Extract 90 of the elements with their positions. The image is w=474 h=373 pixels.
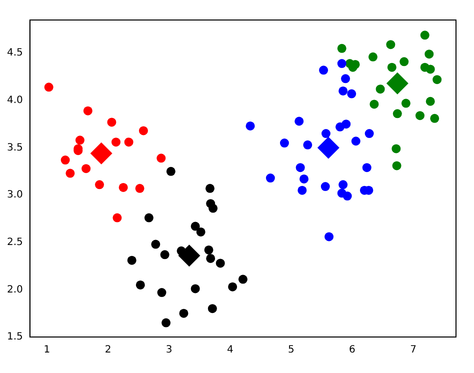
x-tick-label: 5	[288, 344, 294, 356]
point	[280, 138, 289, 148]
point	[337, 59, 346, 68]
point	[107, 118, 116, 127]
point	[238, 274, 248, 284]
point	[341, 74, 350, 84]
point	[415, 111, 424, 120]
point	[392, 144, 401, 154]
point	[400, 57, 409, 66]
point	[82, 164, 91, 174]
point	[166, 166, 176, 176]
point	[296, 163, 305, 172]
y-tick-label: 4.0	[6, 95, 23, 106]
point	[228, 282, 238, 292]
point	[424, 50, 434, 59]
point	[136, 280, 145, 290]
y-tick-label: 1.5	[6, 332, 23, 343]
point	[303, 140, 312, 150]
point	[94, 180, 104, 190]
point	[138, 126, 148, 136]
point	[246, 121, 255, 130]
point	[420, 30, 430, 40]
point	[376, 84, 385, 94]
point	[337, 44, 346, 53]
x-tick-label: 3	[166, 344, 172, 356]
point	[60, 156, 70, 165]
point	[157, 288, 166, 298]
point	[127, 256, 136, 265]
point	[206, 254, 216, 263]
point	[432, 75, 442, 84]
y-tick-label: 3.5	[6, 142, 23, 154]
point	[362, 163, 372, 172]
point	[321, 129, 330, 138]
point	[347, 89, 356, 98]
point	[144, 213, 154, 222]
x-tick-label: 6	[349, 344, 356, 356]
point	[324, 232, 334, 242]
point	[135, 184, 144, 193]
point	[83, 106, 92, 116]
point	[190, 284, 200, 294]
point	[266, 174, 275, 183]
point	[401, 98, 410, 108]
point	[342, 120, 351, 129]
point	[190, 222, 200, 231]
point	[204, 245, 214, 254]
x-tick-label: 4	[226, 344, 234, 356]
point	[156, 154, 166, 163]
point	[299, 174, 308, 184]
point	[112, 213, 122, 222]
point	[320, 182, 330, 192]
x-tick-label: 7	[410, 344, 416, 356]
y-tick-label: 3.0	[6, 190, 23, 201]
point	[387, 62, 396, 72]
point	[319, 66, 328, 75]
y-tick-label: 2.0	[6, 284, 23, 296]
point	[426, 64, 435, 74]
point	[342, 192, 352, 201]
point	[351, 136, 360, 146]
point	[370, 100, 379, 109]
point	[66, 168, 75, 178]
point	[176, 246, 186, 256]
point	[338, 86, 348, 96]
point	[392, 161, 402, 170]
point	[430, 114, 440, 123]
point	[44, 82, 54, 92]
point	[75, 136, 84, 145]
point	[338, 180, 348, 190]
point	[205, 184, 214, 193]
point	[111, 138, 120, 147]
point	[179, 308, 188, 318]
point	[196, 227, 206, 236]
point	[298, 186, 307, 195]
point	[426, 96, 435, 106]
y-tick-label: 2.5	[6, 236, 23, 248]
point	[216, 258, 225, 268]
point	[151, 240, 160, 249]
point	[392, 109, 402, 118]
point	[208, 204, 218, 213]
y-tick-label: 4.5	[6, 48, 23, 59]
point	[364, 129, 374, 138]
point	[368, 52, 378, 62]
point	[160, 250, 170, 260]
point	[118, 182, 128, 192]
point	[386, 40, 396, 50]
point	[162, 318, 171, 328]
x-tick-label: 1	[44, 344, 50, 356]
point	[124, 138, 134, 147]
point	[208, 304, 217, 314]
point	[294, 116, 304, 126]
x-tick-label: 2	[104, 344, 112, 356]
